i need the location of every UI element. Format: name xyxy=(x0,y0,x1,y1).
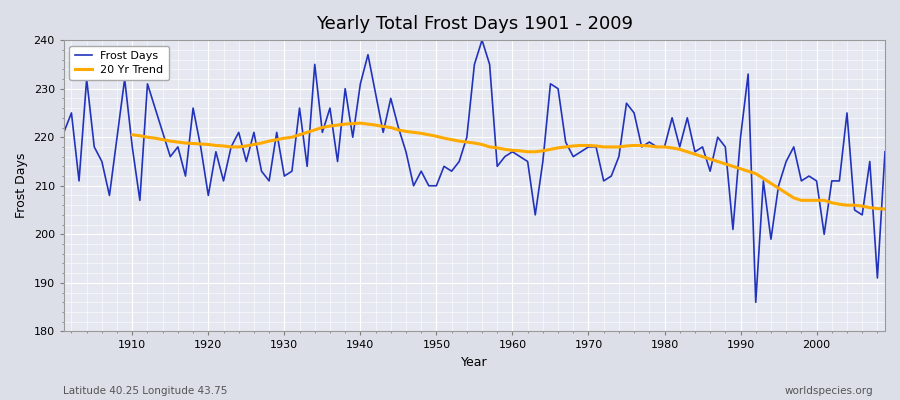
20 Yr Trend xyxy=(271,137,282,142)
Line: Frost Days: Frost Days xyxy=(64,40,885,302)
Line: 20 Yr Trend: 20 Yr Trend xyxy=(132,123,885,209)
Frost Days xyxy=(751,300,761,305)
Frost Days xyxy=(515,154,526,159)
Frost Days xyxy=(58,130,69,135)
X-axis label: Year: Year xyxy=(461,356,488,369)
20 Yr Trend xyxy=(127,132,138,137)
Y-axis label: Frost Days: Frost Days xyxy=(15,153,28,218)
Frost Days xyxy=(332,159,343,164)
Frost Days xyxy=(507,149,517,154)
20 Yr Trend xyxy=(583,143,594,148)
Frost Days xyxy=(286,169,297,174)
Frost Days xyxy=(606,174,616,178)
Title: Yearly Total Frost Days 1901 - 2009: Yearly Total Frost Days 1901 - 2009 xyxy=(316,15,633,33)
20 Yr Trend xyxy=(522,149,533,154)
20 Yr Trend xyxy=(879,207,890,212)
20 Yr Trend xyxy=(826,200,837,205)
Text: worldspecies.org: worldspecies.org xyxy=(785,386,873,396)
20 Yr Trend xyxy=(302,130,312,135)
Frost Days xyxy=(477,38,488,42)
Text: Latitude 40.25 Longitude 43.75: Latitude 40.25 Longitude 43.75 xyxy=(63,386,228,396)
Frost Days xyxy=(120,76,130,81)
20 Yr Trend xyxy=(850,203,860,208)
Frost Days xyxy=(879,149,890,154)
20 Yr Trend xyxy=(355,121,365,126)
Legend: Frost Days, 20 Yr Trend: Frost Days, 20 Yr Trend xyxy=(69,46,169,80)
